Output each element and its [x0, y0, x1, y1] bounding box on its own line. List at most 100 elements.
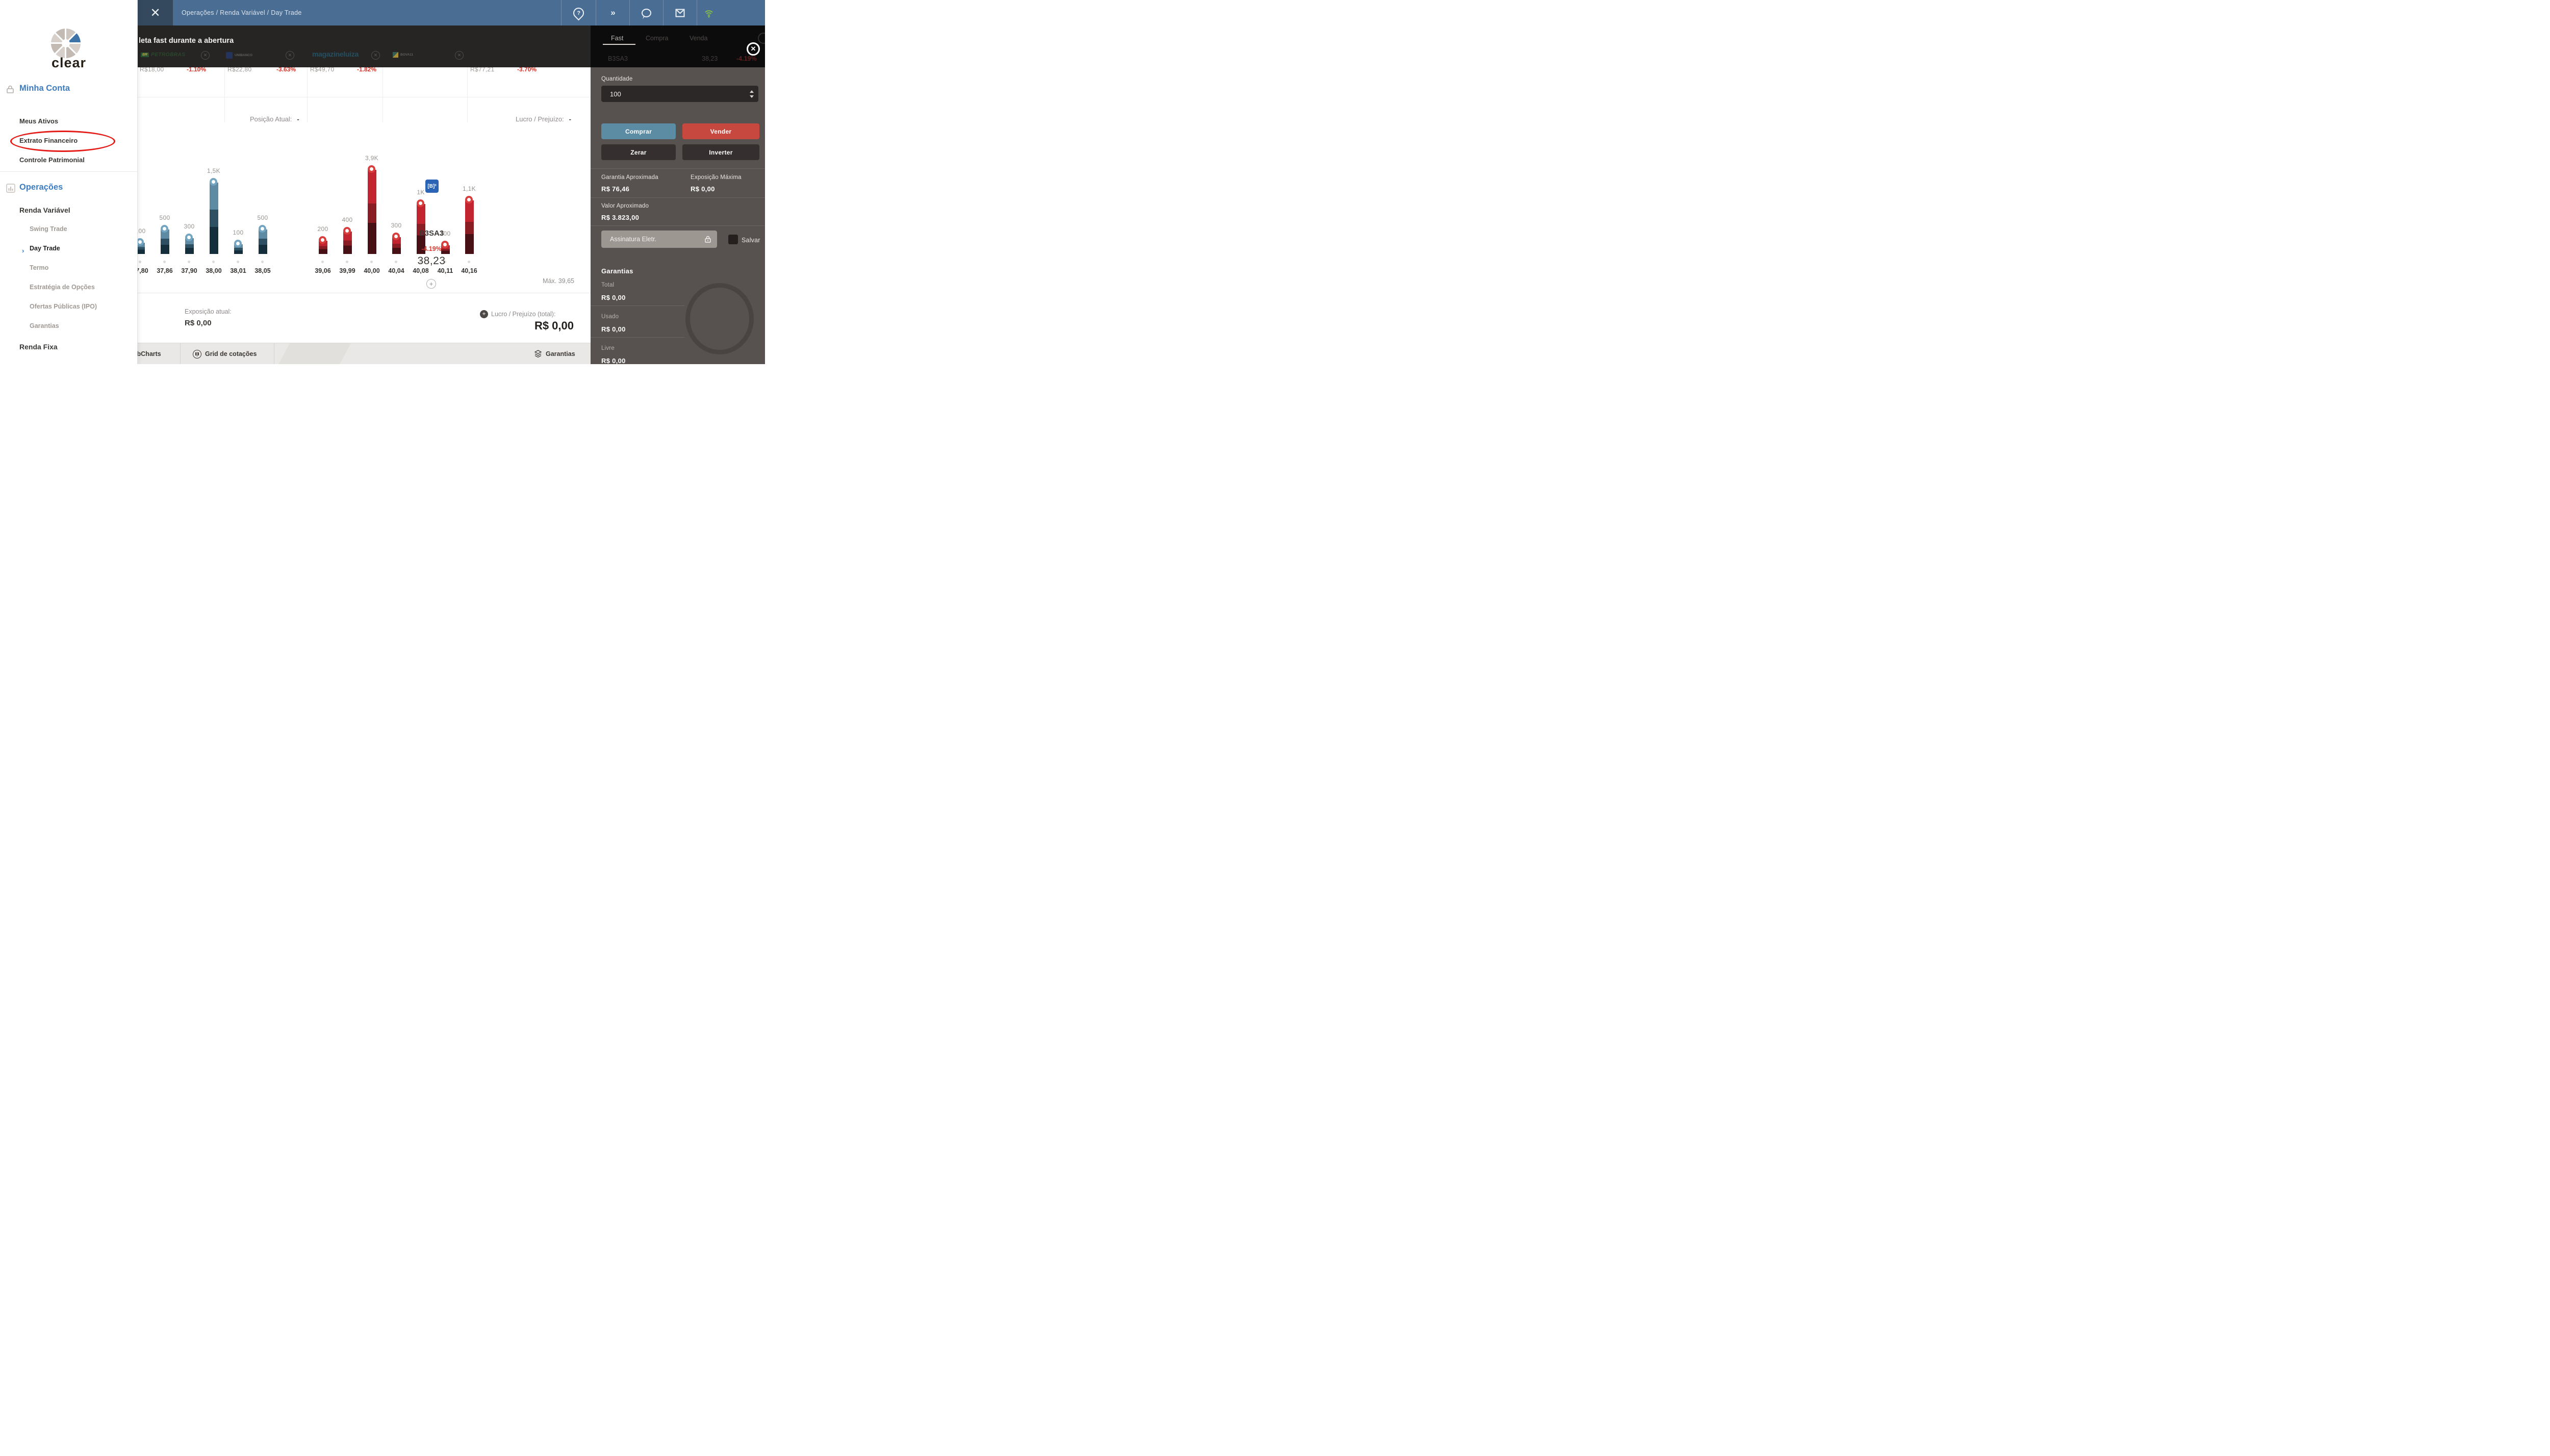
tab-venda[interactable]: Venda	[690, 35, 708, 42]
baseline-dot	[212, 261, 215, 263]
bar-volume-label: 300	[391, 222, 402, 229]
connection-status[interactable]	[703, 0, 715, 25]
ticker-price: R$49,70	[310, 66, 335, 73]
lock-icon	[705, 236, 711, 243]
max-price-annotation: Máx. 39,65	[543, 277, 574, 285]
gear-icon[interactable]	[758, 33, 765, 44]
sidebar-group-renda-variavel[interactable]: Renda Variável	[19, 206, 70, 214]
grid-cotacoes-button[interactable]: Grid de cotações	[193, 343, 257, 364]
opening-overlay: leta fast durante a abertura BR PETROBRA…	[138, 25, 591, 67]
baseline-dot	[139, 261, 141, 263]
panel-header: Fast Compra Venda B3SA3 38,23 -4.19%	[591, 25, 765, 67]
zerar-button[interactable]: Zerar	[601, 144, 676, 160]
sidebar-section-operacoes[interactable]: Operações	[19, 183, 63, 192]
vender-button[interactable]: Vender	[682, 123, 759, 139]
bar-marker-icon[interactable]	[368, 165, 375, 173]
tab-fast[interactable]: Fast	[611, 35, 624, 42]
exposicao-max-label: Exposição Máxima	[691, 174, 742, 181]
collapse-panel-button[interactable]: »	[596, 0, 629, 25]
tab-compra[interactable]: Compra	[646, 35, 669, 42]
bar-price-label: 40,08	[413, 267, 429, 274]
chart-symbol: B3SA3	[419, 229, 444, 238]
orderbook-bar-37,86	[161, 229, 169, 254]
ticker-close-icon[interactable]: ✕	[201, 51, 210, 60]
baseline-dot	[188, 261, 190, 263]
mail-button[interactable]	[663, 0, 697, 25]
bar-marker-icon[interactable]	[210, 178, 217, 186]
sidebar-item-meus-ativos[interactable]: Meus Ativos	[19, 117, 59, 125]
bar-marker-icon[interactable]	[441, 241, 449, 248]
inverter-button[interactable]: Inverter	[682, 144, 759, 160]
ticket-symbol: B3SA3	[608, 55, 628, 62]
sidebar-item-termo[interactable]: Termo	[30, 264, 49, 271]
garantia-aprox-value: R$ 76,46	[601, 185, 630, 193]
quotes-grid-icon	[193, 349, 201, 359]
sidebar-item-estrategia-opcoes[interactable]: Estratégia de Opções	[30, 284, 95, 291]
pl-label: Lucro / Prejuízo:	[516, 115, 564, 123]
bar-marker-icon[interactable]	[234, 240, 242, 247]
bar-volume-label: 100	[233, 229, 244, 236]
ticker-price: R$77,21	[470, 66, 495, 73]
sidebar-item-controle-patrimonial[interactable]: Controle Patrimonial	[19, 156, 85, 164]
quantity-decrement[interactable]	[750, 95, 754, 98]
bar-price-label: 38,00	[206, 267, 222, 274]
salvar-checkbox[interactable]	[728, 235, 738, 244]
ticker-close-icon[interactable]: ✕	[286, 51, 294, 60]
bar-price-label: 40,11	[437, 267, 453, 274]
bar-volume-label: 3,9K	[365, 155, 378, 162]
bar-marker-icon[interactable]	[392, 233, 400, 240]
grid-cotacoes-label: Grid de cotações	[205, 350, 257, 357]
zoom-plus-icon[interactable]: +	[426, 279, 436, 289]
quantity-input[interactable]: 100	[601, 86, 758, 102]
baseline-dot	[419, 261, 422, 263]
bar-price-label: 40,04	[388, 267, 404, 274]
ticker-divider	[224, 67, 225, 122]
envelope-icon	[675, 9, 684, 17]
ticker-close-icon[interactable]: ✕	[455, 51, 464, 60]
chat-button[interactable]	[629, 0, 663, 25]
ticker-change: -1.10%	[187, 66, 207, 73]
plus-circle-icon[interactable]: +	[480, 310, 488, 318]
orderbook-bar-40,08	[417, 204, 425, 254]
sidebar-item-extrato-financeiro[interactable]: Extrato Financeiro	[19, 137, 78, 144]
exposicao-max-value: R$ 0,00	[691, 185, 715, 193]
ticker-close-icon[interactable]: ✕	[371, 51, 380, 60]
divider	[663, 0, 664, 25]
panel-close-button[interactable]: ✕	[747, 42, 760, 56]
sidebar-group-renda-fixa[interactable]: Renda Fixa	[19, 343, 58, 351]
sidebar-item-day-trade[interactable]: Day Trade	[30, 245, 60, 252]
bar-price-label: 40,16	[461, 267, 477, 274]
help-button[interactable]: ?	[561, 0, 596, 25]
close-button[interactable]: ✕	[138, 0, 173, 25]
sidebar-item-garantias[interactable]: Garantias	[30, 322, 59, 329]
comprar-button[interactable]: Comprar	[601, 123, 676, 139]
bar-marker-icon[interactable]	[161, 225, 168, 233]
ticket-price: 38,23	[702, 55, 718, 62]
lock-icon	[7, 85, 14, 93]
top-bar: ✕ Operações / Renda Variável / Day Trade…	[138, 0, 765, 25]
double-chevron-icon: »	[610, 8, 616, 17]
quantity-increment[interactable]	[750, 90, 754, 93]
bar-marker-icon[interactable]	[259, 225, 266, 233]
sidebar-item-swing-trade[interactable]: Swing Trade	[30, 225, 67, 233]
sidebar-item-ofertas-publicas[interactable]: Ofertas Públicas (IPO)	[30, 303, 97, 310]
garantias-button[interactable]: Garantias	[534, 343, 575, 364]
bar-price-label: 39,99	[339, 267, 355, 274]
assinatura-input[interactable]: Assinatura Eletr.	[601, 231, 717, 248]
quantity-label: Quantidade	[601, 76, 633, 82]
watermark-wedge	[278, 343, 351, 364]
bar-marker-icon[interactable]	[343, 227, 351, 235]
sidebar-section-minha-conta[interactable]: Minha Conta	[19, 84, 70, 93]
usado-label: Usado	[601, 314, 619, 320]
orderbook-bar-40,00	[368, 170, 376, 254]
bova11-square-icon	[393, 52, 398, 58]
bar-marker-icon[interactable]	[319, 236, 326, 244]
divider	[629, 0, 630, 25]
bar-price-label: 37,86	[157, 267, 173, 274]
bar-marker-icon[interactable]	[185, 234, 193, 241]
orderbook-bar-40,16	[465, 200, 474, 254]
petrobras-wordmark: PETROBRAS	[151, 52, 186, 58]
bar-marker-icon[interactable]	[417, 199, 424, 207]
bar-marker-icon[interactable]	[465, 196, 473, 203]
active-item-chevron: ›	[22, 247, 24, 254]
